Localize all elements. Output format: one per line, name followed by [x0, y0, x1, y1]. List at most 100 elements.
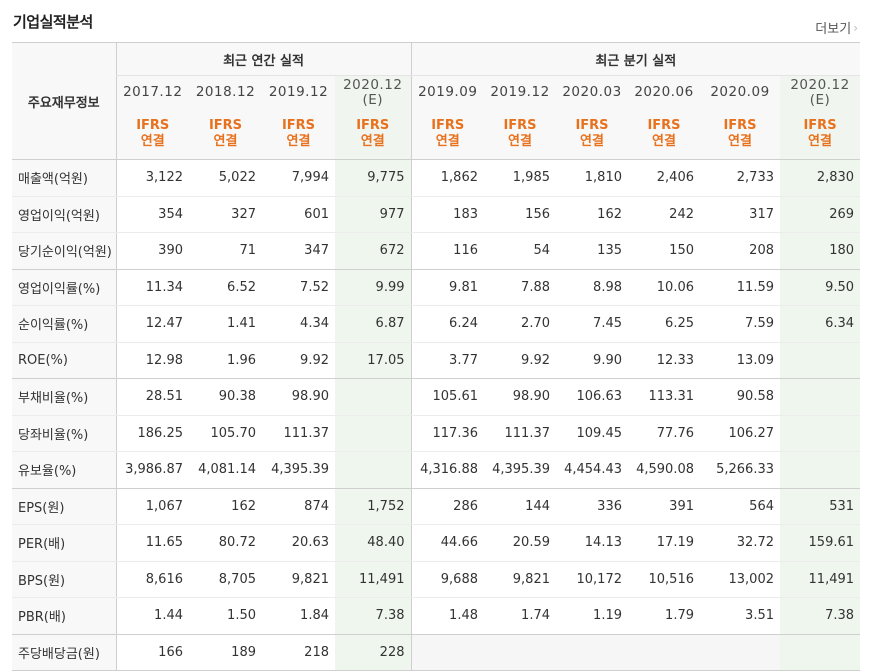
table-cell: 2.70 — [484, 305, 556, 343]
table-cell: 150 — [628, 232, 700, 270]
table-cell: 3.77 — [410, 342, 484, 379]
period-header: 2020.12 (E) — [335, 75, 411, 109]
more-link[interactable]: 더보기 › — [815, 18, 858, 38]
table-cell: 159.61 — [780, 524, 861, 562]
table-cell: 390 — [115, 232, 189, 270]
row-label: 순이익률(%) — [12, 305, 116, 343]
table-cell: 12.98 — [115, 342, 189, 379]
ifrs-header: IFRS 연결 — [700, 109, 780, 160]
table-cell: 8.98 — [556, 269, 628, 306]
row-label: 주당배당금(원) — [12, 634, 116, 671]
ifrs-header: IFRS 연결 — [262, 109, 335, 160]
table-cell: 4,081.14 — [189, 451, 262, 489]
table-cell: 162 — [189, 488, 262, 525]
table-cell: 189 — [189, 634, 262, 671]
consolidated-label: 연결 — [360, 134, 385, 149]
table-cell: 11,491 — [780, 561, 861, 598]
table-cell: 3,122 — [115, 159, 189, 197]
row-label: 영업이익(억원) — [12, 196, 116, 233]
table-cell: 12.33 — [628, 342, 700, 379]
ifrs-label: IFRS — [431, 118, 465, 133]
period-row: 2017.12 2018.12 2019.12 2020.12 (E) 2019.09 20… — [12, 75, 861, 109]
period-label: 2019.12 — [268, 84, 329, 100]
table-cell: 4,454.43 — [556, 451, 628, 489]
table-cell — [780, 342, 861, 379]
table-cell: 354 — [115, 196, 189, 233]
table-cell: 156 — [484, 196, 556, 233]
period-header: 2020.12 (E) — [780, 75, 861, 109]
ifrs-header: IFRS 연결 — [780, 109, 861, 160]
table-cell: 180 — [780, 232, 861, 270]
row-label: 부채비율(%) — [12, 378, 116, 416]
table-cell: 564 — [700, 488, 780, 525]
table-cell: 874 — [262, 488, 335, 525]
table-cell: 4,316.88 — [410, 451, 484, 489]
ifrs-header: IFRS 연결 — [115, 109, 189, 160]
consolidated-label: 연결 — [652, 134, 676, 149]
table-row: PBR(배) 1.44 1.50 1.84 7.38 1.48 1.74 1.19 1.79 3.… — [12, 597, 861, 635]
table-cell: 1,810 — [556, 159, 628, 197]
table-cell: 90.58 — [700, 378, 780, 416]
table-cell: 317 — [700, 196, 780, 233]
table-cell: 11.65 — [115, 524, 189, 562]
row-label: 영업이익률(%) — [12, 269, 116, 306]
row-label: 유보율(%) — [12, 451, 116, 489]
table-cell — [780, 634, 861, 671]
table-cell: 218 — [262, 634, 335, 671]
row-label: BPS(원) — [12, 561, 116, 598]
table-cell: 105.70 — [189, 415, 262, 452]
table-cell: 8,616 — [115, 561, 189, 598]
period-label: 2020.06 — [634, 84, 694, 100]
table-cell: 17.05 — [335, 342, 411, 379]
table-cell: 7.88 — [484, 269, 556, 306]
table-cell: 20.59 — [484, 524, 556, 562]
ifrs-label: IFRS — [503, 118, 537, 133]
table-cell: 4,590.08 — [628, 451, 700, 489]
table-cell: 13,002 — [700, 561, 780, 598]
table-cell: 336 — [556, 488, 628, 525]
ifrs-label: IFRS — [575, 118, 609, 133]
table-cell: 672 — [335, 232, 411, 270]
table-cell: 6.87 — [335, 305, 411, 343]
table-cell: 106.27 — [700, 415, 780, 452]
table-cell: 9.92 — [262, 342, 335, 379]
table-row: 당좌비율(%) 186.25 105.70 111.37 117.36 111.37 109… — [12, 415, 861, 452]
table-cell: 9,821 — [262, 561, 335, 598]
ifrs-header: IFRS 연결 — [410, 109, 484, 160]
table-cell: 2,733 — [700, 159, 780, 197]
table-cell: 135 — [556, 232, 628, 270]
table-row: BPS(원) 8,616 8,705 9,821 11,491 9,688 9,821 10,… — [12, 561, 861, 598]
row-label: PBR(배) — [12, 597, 116, 635]
table-cell: 11,491 — [335, 561, 411, 598]
table-cell: 6.24 — [410, 305, 484, 343]
table-cell: 111.37 — [262, 415, 335, 452]
ifrs-header: IFRS 연결 — [335, 109, 411, 160]
row-label: EPS(원) — [12, 488, 116, 525]
table-cell: 2,406 — [628, 159, 700, 197]
table-cell: 116 — [410, 232, 484, 270]
table-cell: 11.34 — [115, 269, 189, 306]
more-link-label: 더보기 — [815, 22, 852, 37]
consolidated-label: 연결 — [808, 134, 832, 149]
table-row: PER(배) 11.65 80.72 20.63 48.40 44.66 20.59 14.1… — [12, 524, 861, 562]
table-cell: 1.50 — [189, 597, 262, 635]
ifrs-header: IFRS 연결 — [484, 109, 556, 160]
table-cell: 44.66 — [410, 524, 484, 562]
table-cell: 186.25 — [115, 415, 189, 452]
table-cell — [780, 415, 861, 452]
financial-table: 주요재무정보 최근 연간 실적 최근 분기 실적 2017.12 2018.12 2… — [12, 42, 861, 671]
table-cell: 1,985 — [484, 159, 556, 197]
table-cell: 32.72 — [700, 524, 780, 562]
table-cell: 162 — [556, 196, 628, 233]
consolidated-label: 연결 — [140, 134, 165, 149]
table-cell: 3.51 — [700, 597, 780, 635]
table-cell: 6.25 — [628, 305, 700, 343]
period-header: 2018.12 — [189, 75, 262, 109]
table-cell: 1.48 — [410, 597, 484, 635]
quarter-group-header: 최근 분기 실적 — [410, 42, 861, 76]
table-cell: 347 — [262, 232, 335, 270]
table-cell: 531 — [780, 488, 861, 525]
period-label: 2020.09 — [710, 84, 770, 100]
table-cell: 11.59 — [700, 269, 780, 306]
